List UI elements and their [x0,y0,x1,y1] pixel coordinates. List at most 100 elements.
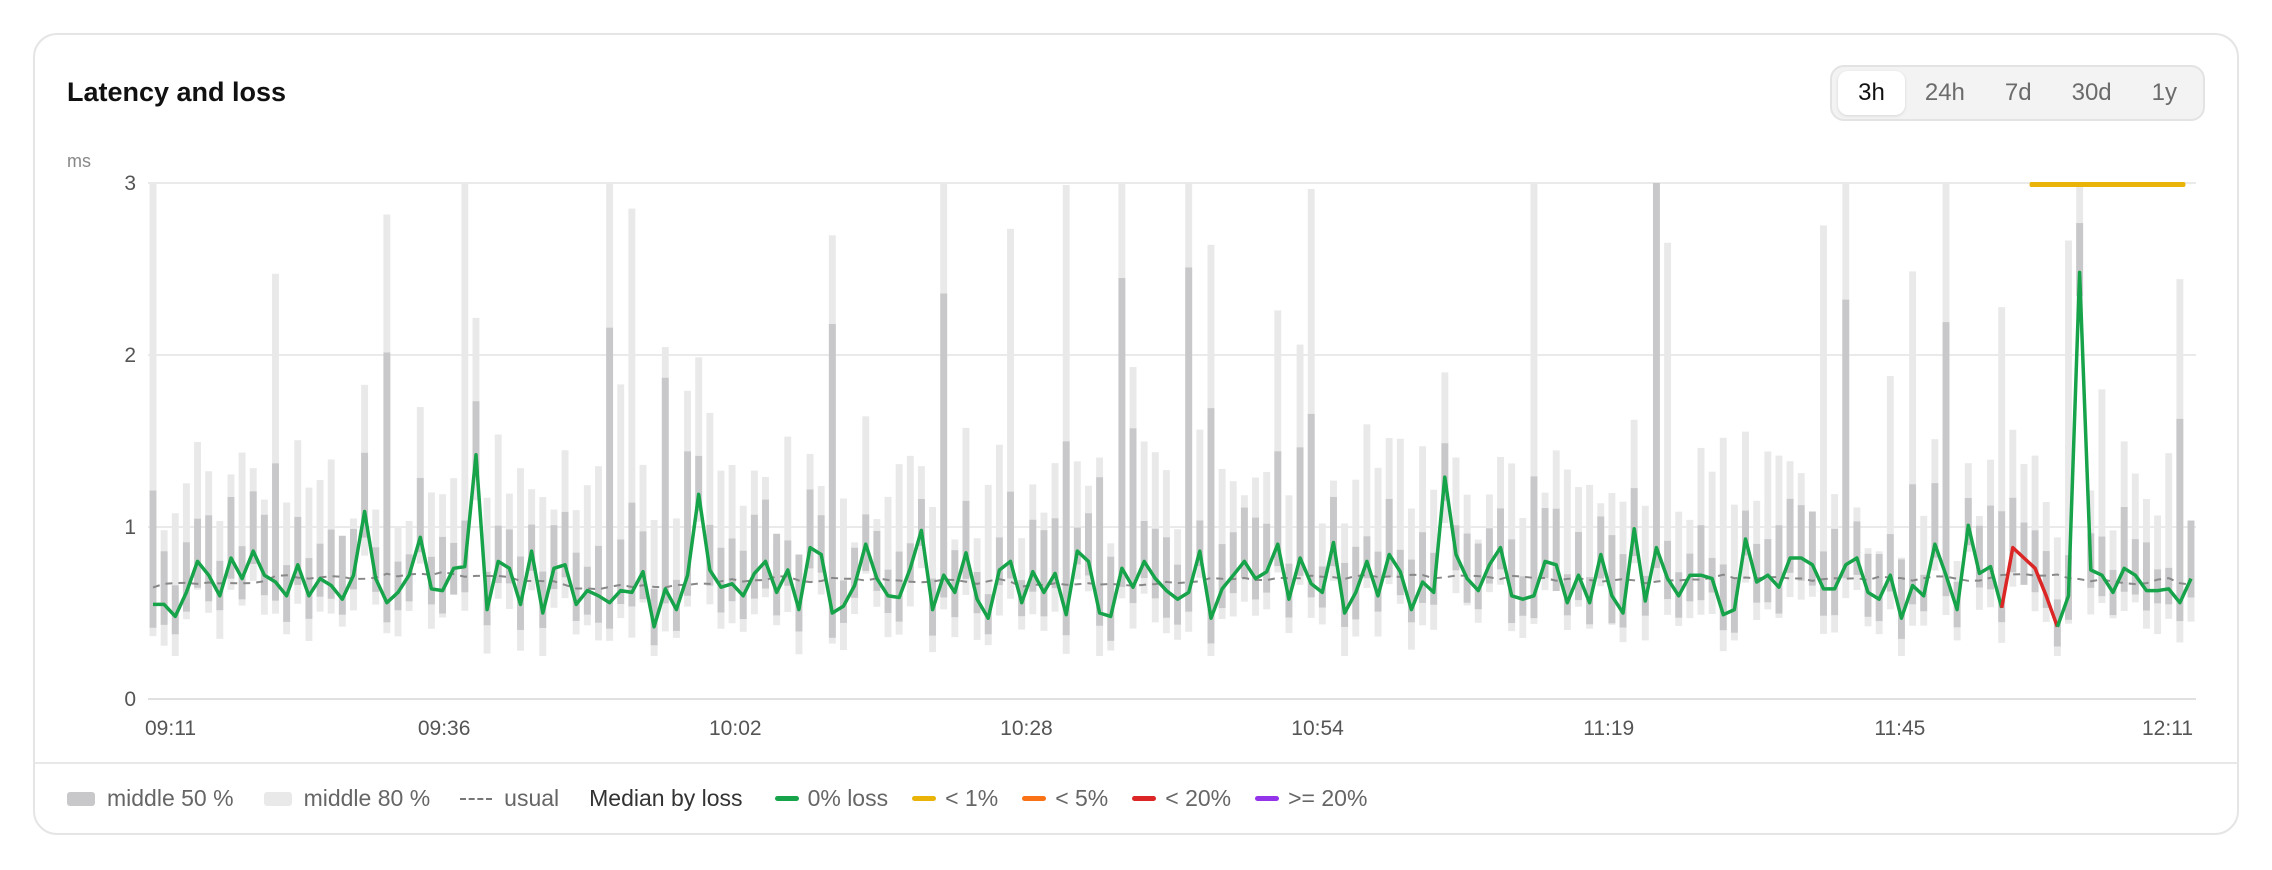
band-50-bar [1218,544,1226,609]
tab-range-3h[interactable]: 3h [1838,71,1905,115]
x-tick-label: 09:36 [418,717,471,740]
band-50-bar [1786,498,1794,573]
band-50-bar [550,525,558,590]
y-tick-label: 3 [124,172,136,195]
tab-range-1y[interactable]: 1y [2151,79,2177,106]
band-50-bar [338,535,346,615]
legend-loss-0-label: 0% loss [807,785,889,811]
band-80-bar [1664,242,1672,615]
band-50-bar [595,545,602,623]
median-line-loss0 [153,453,2004,629]
band-80-bar [2098,389,2106,604]
band-50-bar [1118,278,1126,587]
tab-range-30d[interactable]: 30d [2071,79,2112,106]
band-50-bar [1229,532,1237,594]
band-50-bar [194,518,201,588]
legend-loss-1: < 1% [912,785,998,812]
band-80-bar [984,484,992,646]
legend-usual: usual [460,785,559,812]
tab-range-24h[interactable]: 24h [1924,79,1965,106]
band-50-bar [1073,527,1081,565]
band-50-bar [249,491,257,564]
band-80-bar [1730,504,1738,641]
band-50-bar [1463,533,1471,603]
band-80-bar [1719,437,1727,652]
band-50-bar [828,323,836,638]
band-80-bar [149,183,157,637]
band-50-bar [1820,551,1827,616]
chart-usual [152,570,2192,591]
band-50-bar [1330,496,1337,567]
legend-middle-50-label: middle 50 % [107,785,234,811]
band-50-bar [2143,542,2150,611]
band-50-bar [1775,525,1783,614]
band-50-bar [873,531,881,591]
band-50-bar [2031,530,2039,593]
band-80-bar [1563,469,1571,630]
band-80-bar [617,384,625,619]
band-80-bar [2065,240,2072,624]
band-50-bar [1162,537,1170,618]
band-50-bar [1753,543,1761,603]
legend-loss-20-plus-swatch [1255,796,1280,801]
band-50-bar [1485,528,1493,584]
band-50-bar [1140,521,1148,579]
band-50-bar [1563,574,1571,616]
legend-middle-50-swatch [67,791,95,806]
band-50-bar [1096,477,1104,626]
band-50-bar [1051,518,1059,589]
band-80-bar [1530,183,1538,624]
band-80-bar [1586,484,1594,629]
band-80-bar [461,183,469,611]
band-80-bar [2053,537,2061,656]
band-50-bar [1652,183,1660,569]
median-line-loss0 [2055,270,2193,628]
band-80-bar [695,357,703,522]
band-50-bar [917,499,925,546]
band-50-bar [205,515,213,602]
band-80-bar [884,496,892,638]
band-50-bar [1252,517,1259,600]
x-tick-label: 11:45 [1874,717,1925,740]
band-50-bar [2176,418,2184,622]
band-50-bar [717,547,725,613]
x-tick-label: 12:11 [2142,717,2193,740]
band-50-bar [1530,476,1538,619]
x-tick-label: 10:54 [1291,717,1344,740]
chart-median [153,270,2193,629]
band-50-bar [706,524,714,586]
legend-loss-20-label: < 20% [1165,785,1232,811]
band-50-bar [1240,507,1248,579]
band-80-bar [895,464,903,635]
band-50-bar [1708,557,1716,593]
band-50-bar [1029,519,1037,592]
band-50-bar [1151,528,1159,599]
band-50-bar [260,514,268,596]
band-80-bar [1274,310,1282,573]
band-50-bar [1619,554,1627,628]
y-tick-label: 2 [124,344,136,367]
band-80-bar [1073,461,1081,580]
band-50-bar [1129,428,1137,604]
chart-legend: middle 50 % middle 80 % usual Median by … [67,785,1391,812]
band-50-bar [1419,532,1427,603]
band-50-bar [1697,525,1705,601]
band-80-bar [1998,307,2006,643]
band-50-bar [617,539,625,604]
band-50-bar [650,589,658,646]
band-80-bar [494,434,502,599]
legend-usual-label: usual [504,785,560,811]
band-80-bar [194,442,201,590]
band-50-bar [628,502,636,607]
band-50-bar [1998,511,2006,623]
band-50-bar [851,547,859,598]
tab-range-7d[interactable]: 7d [2004,79,2032,106]
legend-loss-1-swatch [912,796,937,801]
legend-loss-20-plus-label: >= 20% [1288,785,1368,811]
band-50-bar [1764,539,1772,603]
band-50-bar [1307,413,1315,598]
band-50-bar [561,511,569,578]
band-50-bar [2120,507,2128,592]
band-50-bar [294,516,302,585]
band-80-bar [1742,431,1749,583]
